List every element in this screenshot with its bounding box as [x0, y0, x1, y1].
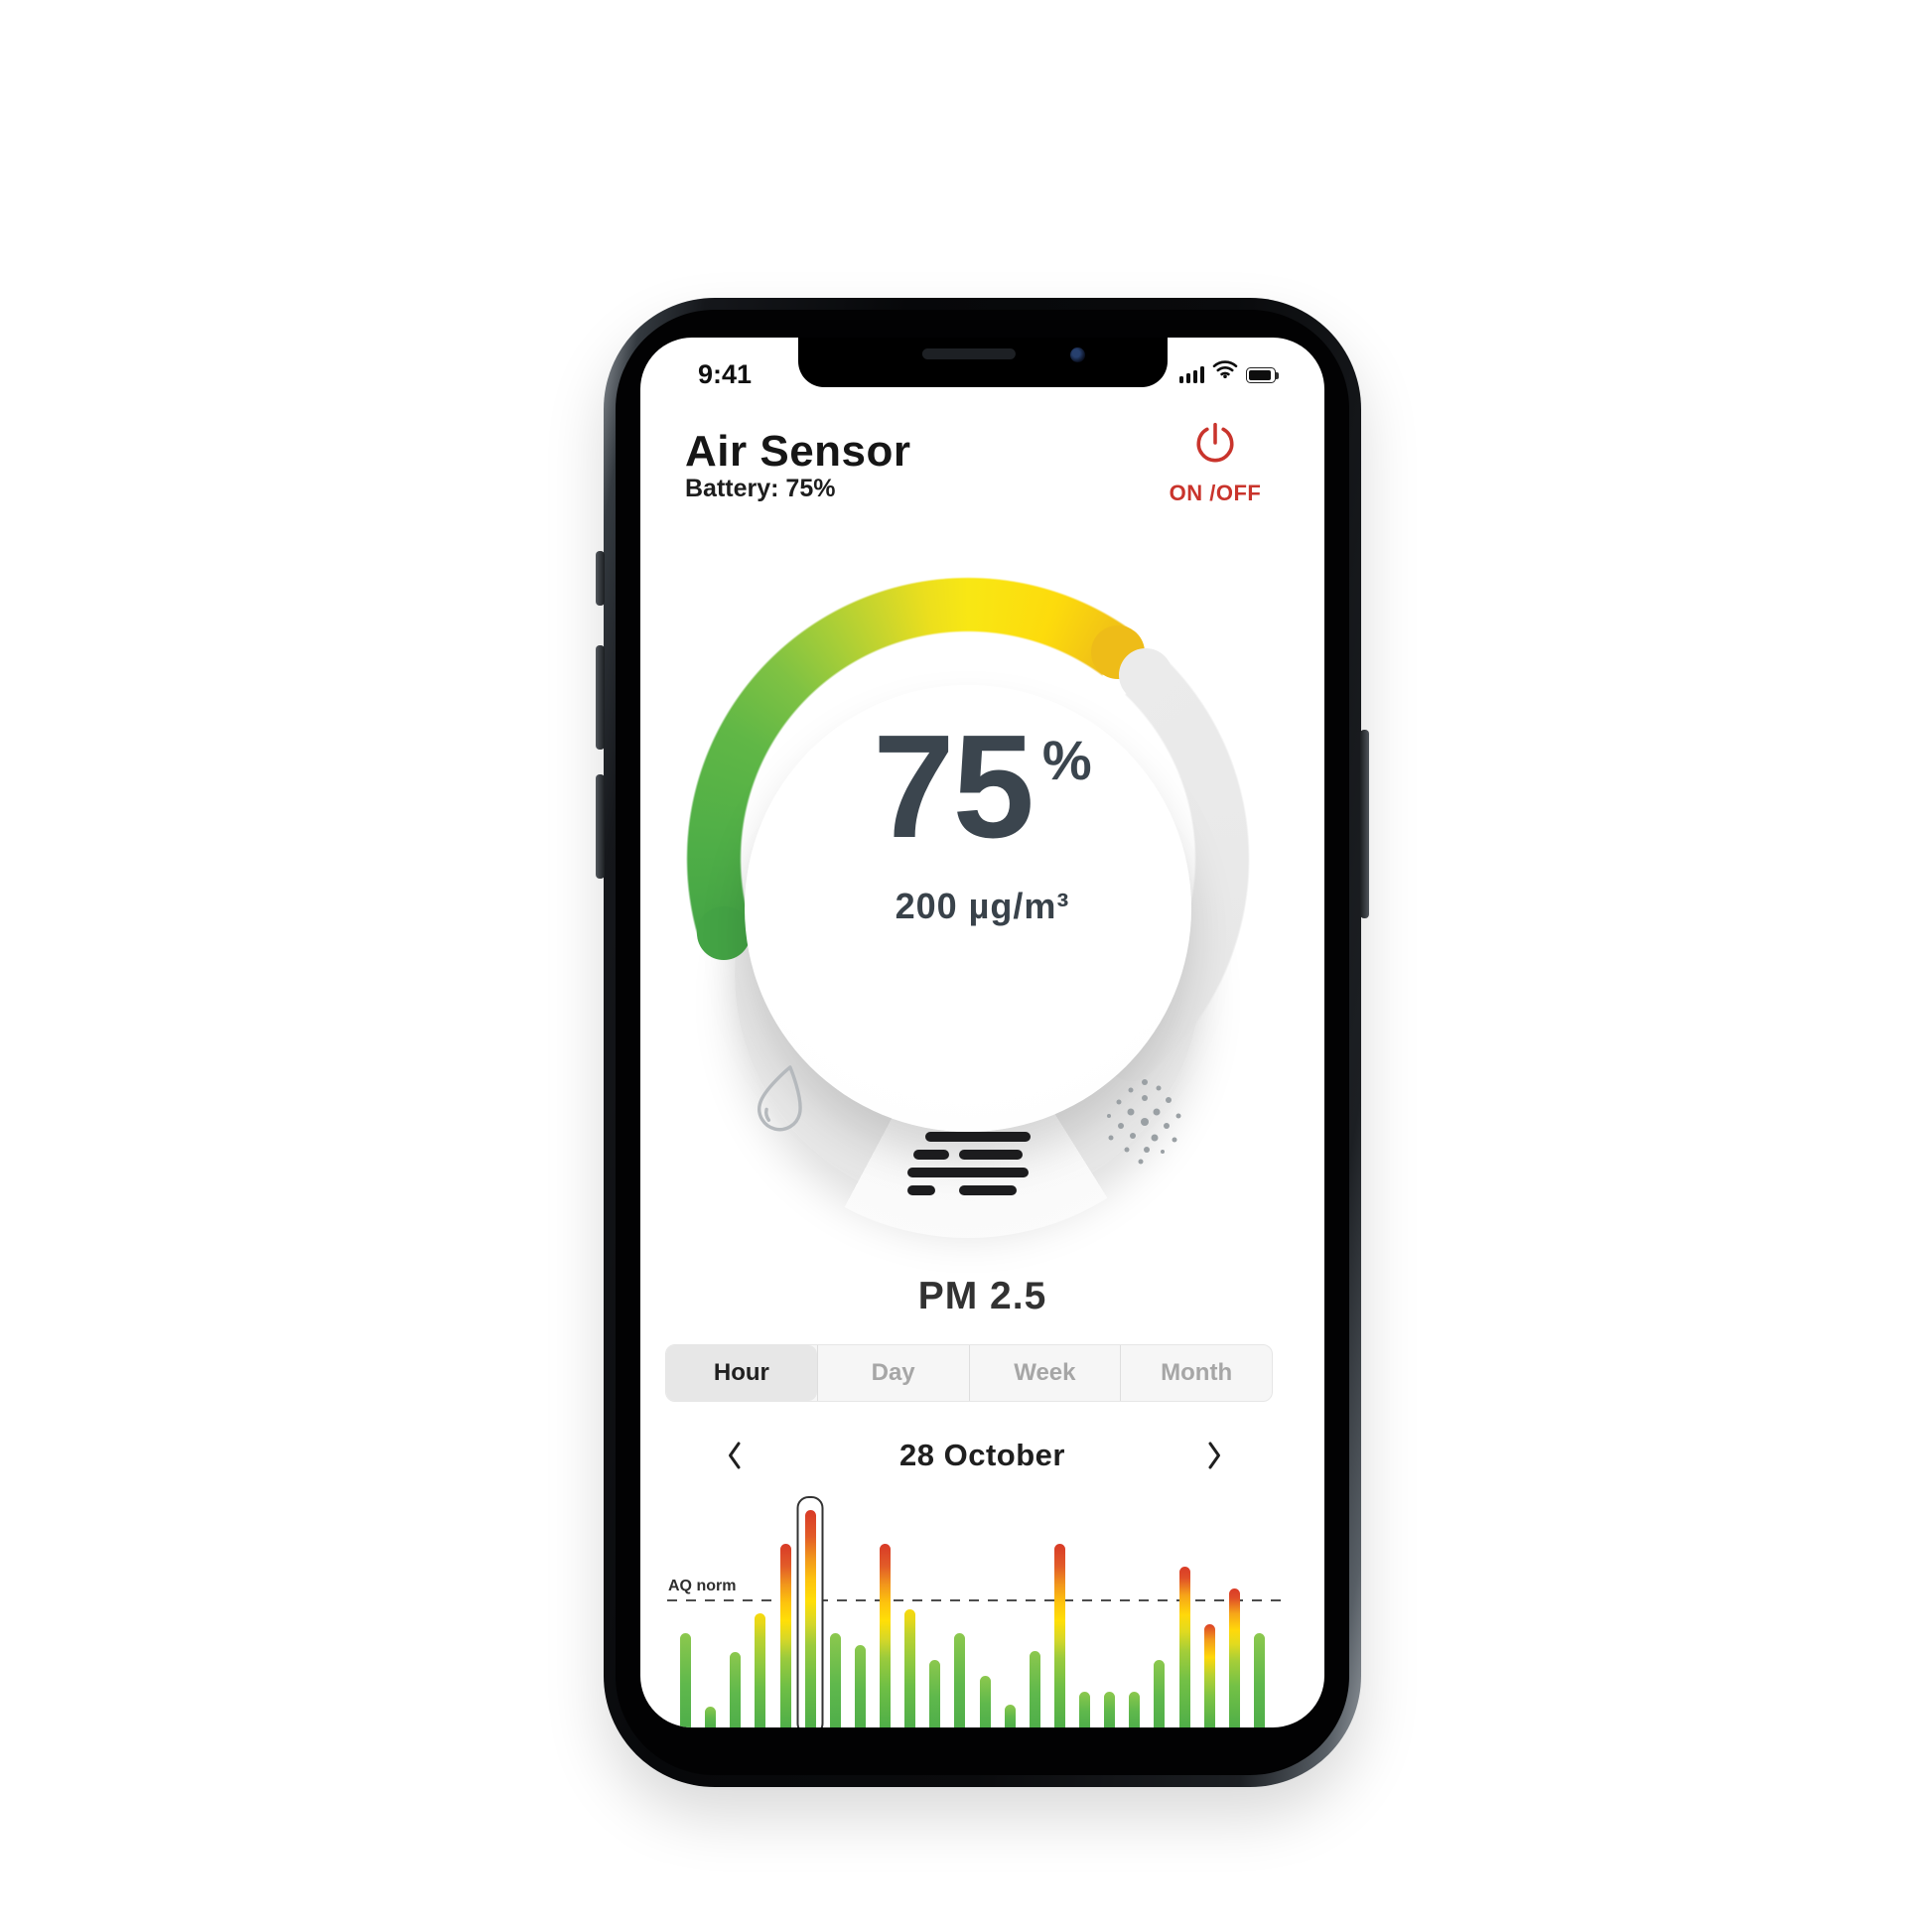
current-date-label: 28 October [899, 1438, 1065, 1472]
chart-bar[interactable] [929, 1469, 941, 1727]
speaker-grille-icon [921, 348, 1016, 359]
aq-norm-reference-line [667, 1598, 1285, 1601]
list-lines-icon [897, 1132, 1038, 1195]
chart-bar[interactable] [705, 1469, 717, 1727]
chart-bar[interactable] [1253, 1469, 1265, 1727]
gauge-value-row: 75 % [640, 705, 1324, 869]
power-toggle-label: ON /OFF [1169, 481, 1262, 505]
power-icon [1146, 421, 1285, 467]
chart-bar[interactable] [1203, 1469, 1215, 1727]
gauge-track-start-cap [1119, 648, 1173, 702]
status-icons [1178, 359, 1279, 383]
notch [797, 338, 1168, 387]
aq-norm-label: AQ norm [668, 1578, 737, 1594]
gauge-value: 75 [873, 705, 1035, 869]
chart-bar[interactable] [904, 1469, 916, 1727]
app-screen: 9:41 [640, 338, 1324, 1727]
chart-bar[interactable] [1154, 1469, 1166, 1727]
date-navigation: 28 October [640, 1430, 1324, 1481]
gauge-center-disc [745, 685, 1191, 1132]
gauge-concentration: 200 µg/m³ [895, 886, 1070, 926]
chart-bar[interactable] [829, 1469, 841, 1727]
chart-bar[interactable] [1004, 1469, 1016, 1727]
phone-frame: 9:41 [596, 298, 1369, 1787]
chart-bar[interactable] [954, 1469, 966, 1727]
chart-bar[interactable] [1079, 1469, 1090, 1727]
time-range-tabs: Hour Day Week Month [665, 1344, 1273, 1402]
chart-bar[interactable] [1053, 1469, 1065, 1727]
mode-pm-button[interactable] [897, 1132, 1038, 1195]
device-battery-status: Battery: 75% [685, 475, 836, 502]
mode-humidity-button[interactable] [744, 1057, 818, 1148]
mute-switch[interactable] [596, 551, 605, 606]
chart-bar[interactable] [1104, 1469, 1116, 1727]
gauge-arc-start-cap [697, 906, 751, 960]
tab-day[interactable]: Day [816, 1345, 969, 1401]
pm-bar-chart: AQ norm [640, 1469, 1324, 1727]
mode-particles-button[interactable] [1097, 1072, 1192, 1173]
chart-bar[interactable] [1178, 1469, 1190, 1727]
battery-icon [1246, 367, 1279, 383]
power-toggle-button[interactable]: ON /OFF [1146, 421, 1285, 506]
next-day-button[interactable] [1203, 1440, 1225, 1471]
metric-label: PM 2.5 [917, 1275, 1047, 1317]
volume-up-button[interactable] [596, 645, 605, 750]
chart-bar[interactable] [1228, 1469, 1240, 1727]
tab-hour[interactable]: Hour [666, 1345, 817, 1401]
tab-week[interactable]: Week [968, 1345, 1121, 1401]
chart-bar[interactable] [680, 1469, 691, 1727]
front-camera-icon [1069, 347, 1085, 362]
chart-bar[interactable] [979, 1469, 991, 1727]
chart-bar[interactable] [779, 1469, 791, 1727]
page-title: Air Sensor [685, 427, 911, 476]
tab-month[interactable]: Month [1120, 1345, 1272, 1401]
status-time: 9:41 [698, 359, 753, 389]
particles-icon [1097, 1079, 1192, 1172]
chevron-left-icon [724, 1442, 746, 1475]
volume-down-button[interactable] [596, 774, 605, 879]
chart-bar[interactable] [880, 1469, 891, 1727]
chart-bar[interactable] [854, 1469, 866, 1727]
gauge-unit: % [1041, 729, 1092, 791]
chart-bar[interactable] [755, 1469, 766, 1727]
chart-bars [680, 1469, 1265, 1727]
chart-bar[interactable] [730, 1469, 742, 1727]
water-drop-icon [745, 1065, 804, 1147]
previous-day-button[interactable] [724, 1440, 746, 1471]
chevron-right-icon [1203, 1442, 1225, 1475]
wifi-icon [1212, 359, 1238, 383]
chart-bar[interactable] [1029, 1469, 1040, 1727]
cellular-signal-icon [1178, 366, 1204, 383]
power-side-button[interactable] [1360, 730, 1369, 918]
chart-bar[interactable] [1129, 1469, 1141, 1727]
chart-bar-selected[interactable] [804, 1469, 816, 1727]
